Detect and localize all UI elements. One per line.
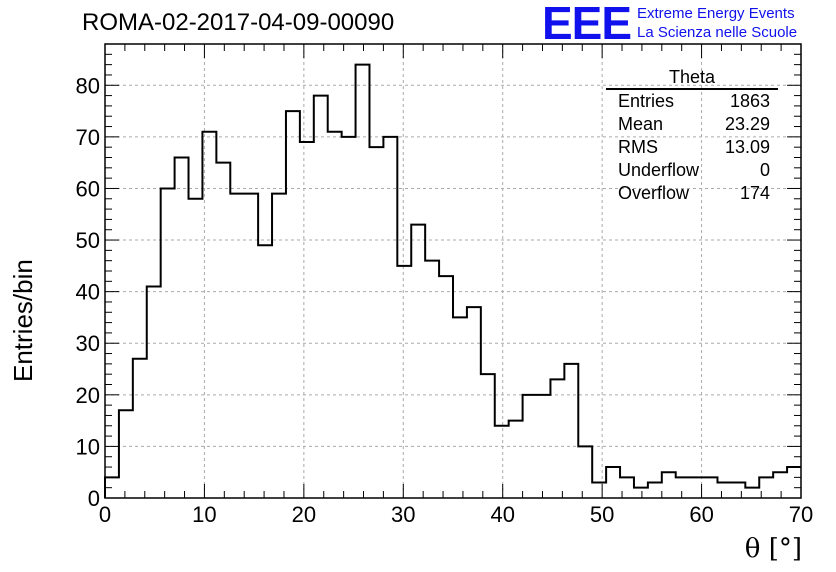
eee-logo: EEE [542, 0, 632, 49]
y-tick-label: 10 [76, 434, 100, 459]
stats-label: Underflow [618, 160, 700, 180]
stats-value: 23.29 [724, 114, 770, 134]
x-tick-label: 40 [490, 502, 514, 527]
x-tick-label: 30 [391, 502, 415, 527]
y-tick-label: 0 [88, 486, 100, 511]
x-tick-label: 60 [689, 502, 713, 527]
y-tick-label: 30 [76, 331, 100, 356]
x-tick-label: 0 [99, 502, 111, 527]
y-tick-label: 80 [76, 73, 100, 98]
stats-row-overflow: Overflow 174 [606, 182, 778, 205]
stats-label: Mean [618, 114, 664, 134]
stats-row-underflow: Underflow 0 [606, 159, 778, 182]
stats-value: 13.09 [724, 137, 770, 157]
x-tick-label: 50 [590, 502, 614, 527]
y-tick-label: 70 [76, 125, 100, 150]
chart-title: ROMA-02-2017-04-09-00090 [82, 9, 395, 36]
stats-label: Entries [618, 91, 675, 111]
stats-label: RMS [618, 137, 658, 157]
stats-value: 0 [759, 160, 770, 180]
y-axis-label: Entries/bin [8, 259, 38, 382]
x-tick-label: 10 [192, 502, 216, 527]
x-tick-label: 20 [292, 502, 316, 527]
x-axis-label: θ [°] [744, 534, 802, 564]
y-tick-label: 60 [76, 176, 100, 201]
x-tick-label: 70 [789, 502, 813, 527]
y-tick-label: 20 [76, 383, 100, 408]
axis-ticks [104, 43, 802, 499]
stats-value: 1863 [729, 91, 770, 111]
tick-labels: 0 10 20 30 40 50 60 70 0 10 20 30 40 50 60 70 80 [76, 73, 814, 527]
histogram-series [104, 63, 801, 498]
stats-row-rms: RMS 13.09 [606, 136, 778, 159]
logo-caption-line2: La Scienza nelle Scuole [637, 24, 798, 41]
stats-row-entries: Entries 1863 [606, 90, 778, 113]
stats-row-mean: Mean 23.29 [606, 113, 778, 136]
histogram-line [104, 63, 801, 498]
y-tick-label: 50 [76, 228, 100, 253]
stats-box: Theta Entries 1863 Mean 23.29 RMS 13.09 … [606, 67, 778, 205]
logo-caption-line1: Extreme Energy Events [637, 5, 795, 22]
stats-value: 174 [739, 183, 770, 203]
logo-caption: Extreme Energy Events La Scienza nelle S… [637, 4, 797, 42]
stats-label: Overflow [618, 183, 690, 203]
y-tick-label: 40 [76, 280, 100, 305]
stats-title: Theta [606, 67, 778, 90]
